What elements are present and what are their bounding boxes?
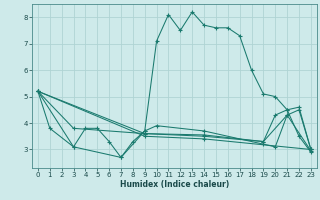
X-axis label: Humidex (Indice chaleur): Humidex (Indice chaleur)	[120, 180, 229, 189]
